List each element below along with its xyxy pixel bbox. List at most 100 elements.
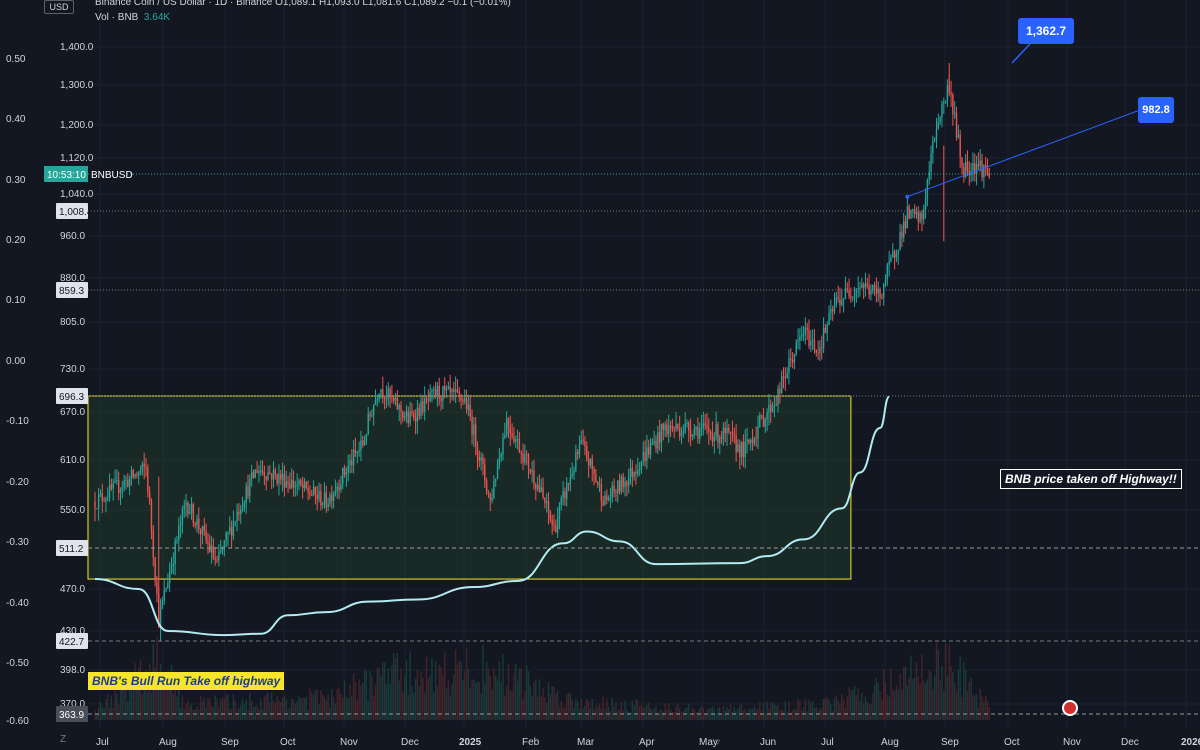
- x-axis-label: Nov: [1063, 737, 1081, 748]
- candle-body: [281, 474, 284, 480]
- volume-bar: [427, 679, 430, 720]
- candle-body: [245, 486, 247, 504]
- candle-body: [196, 518, 198, 526]
- volume-bar: [531, 695, 533, 720]
- candle-body: [216, 559, 218, 561]
- candle-body: [753, 437, 756, 444]
- candle-body: [108, 484, 111, 499]
- currency-button[interactable]: USD: [44, 0, 74, 14]
- volume-bar: [791, 710, 794, 720]
- volume-bar: [518, 668, 521, 720]
- candle-body: [229, 527, 231, 533]
- candle-body: [332, 493, 335, 501]
- volume-bar: [640, 704, 643, 720]
- candle-body: [571, 474, 573, 477]
- candle-body: [957, 134, 960, 138]
- volume-bar: [817, 711, 819, 720]
- candle-body: [130, 470, 133, 478]
- volume-bar: [502, 654, 504, 720]
- volume-bar: [174, 679, 176, 720]
- candle-body: [338, 486, 340, 490]
- volume-bar: [385, 684, 388, 720]
- volume-bar: [405, 660, 408, 720]
- level-badge: [56, 706, 88, 722]
- volume-bar: [413, 692, 415, 720]
- volume-bar: [957, 669, 960, 720]
- flag-icon[interactable]: [1062, 700, 1078, 716]
- trend-callout[interactable]: 982.8: [1138, 97, 1174, 123]
- x-axis-label: Sep: [941, 737, 959, 748]
- candle-body: [597, 481, 599, 485]
- volume-bar: [770, 701, 772, 720]
- highway-annotation[interactable]: BNB price taken off Highway!!: [1000, 469, 1182, 489]
- volume-bar: [218, 706, 220, 720]
- x-axis-label: Nov: [340, 737, 358, 748]
- volume-bar: [797, 698, 799, 720]
- candle-body: [622, 476, 624, 488]
- price-axis-tick: 610.0: [60, 455, 85, 466]
- volume-bar: [852, 690, 854, 720]
- candle-body: [932, 140, 934, 154]
- volume-bar: [423, 692, 426, 720]
- candle-body: [250, 472, 253, 480]
- z-button[interactable]: Z: [60, 734, 67, 745]
- volume-bar: [372, 695, 375, 720]
- left-axis-tick: 0.50: [6, 54, 26, 65]
- candle-body: [842, 298, 845, 300]
- candle-body: [877, 289, 879, 294]
- volume-bar: [345, 697, 348, 720]
- volume-bar: [877, 683, 879, 720]
- volume-bar: [729, 704, 732, 720]
- volume-bar: [564, 706, 566, 720]
- candle-body: [546, 501, 548, 504]
- candle-body: [837, 297, 839, 299]
- volume-bar: [289, 707, 291, 720]
- peak-callout[interactable]: 1,362.7: [1018, 18, 1074, 44]
- candle-body: [500, 454, 502, 458]
- volume-bar: [127, 701, 129, 720]
- left-axis-tick: 0.30: [6, 175, 26, 186]
- volume-bar: [154, 667, 156, 720]
- volume-bar: [456, 664, 459, 720]
- candle-body: [207, 541, 209, 544]
- volume-bar: [582, 708, 584, 720]
- price-axis-tick: 805.0: [60, 317, 85, 328]
- volume-bar: [981, 696, 983, 720]
- volume-bar: [655, 706, 657, 720]
- volume-bar: [336, 688, 338, 720]
- volume-bar: [664, 703, 666, 720]
- volume-bar: [919, 683, 921, 720]
- volume-bar: [864, 696, 867, 720]
- volume-bar: [813, 708, 816, 720]
- volume-bar: [225, 694, 227, 720]
- candle-body: [278, 473, 280, 484]
- volume-bar: [167, 670, 169, 720]
- highway-banner[interactable]: BNB's Bull Run Take off highway: [88, 672, 285, 690]
- candle-body: [984, 165, 987, 168]
- volume-bar: [571, 699, 573, 720]
- volume-bar: [105, 698, 107, 720]
- candle-body: [903, 221, 905, 238]
- candle-body: [844, 288, 847, 299]
- candle-body: [391, 397, 393, 399]
- candle-body: [695, 426, 697, 430]
- candle-body: [873, 285, 876, 287]
- candle-body: [240, 509, 242, 515]
- candle-body: [367, 413, 369, 435]
- candle-body: [722, 427, 725, 439]
- volume-bar: [287, 709, 289, 720]
- candle-body: [480, 457, 482, 461]
- candle-body: [937, 121, 940, 129]
- candle-body: [689, 430, 692, 437]
- candle-body: [201, 526, 204, 535]
- candle-body: [474, 424, 477, 447]
- candle-body: [362, 440, 364, 445]
- level-badge-text: 859.3: [59, 286, 84, 297]
- candle-body: [897, 250, 899, 254]
- volume-bar: [886, 694, 889, 720]
- volume-bar: [720, 713, 723, 720]
- candle-body: [675, 423, 677, 430]
- volume-bar: [484, 683, 486, 720]
- volume-bar: [365, 670, 368, 720]
- volume-bar: [728, 709, 730, 720]
